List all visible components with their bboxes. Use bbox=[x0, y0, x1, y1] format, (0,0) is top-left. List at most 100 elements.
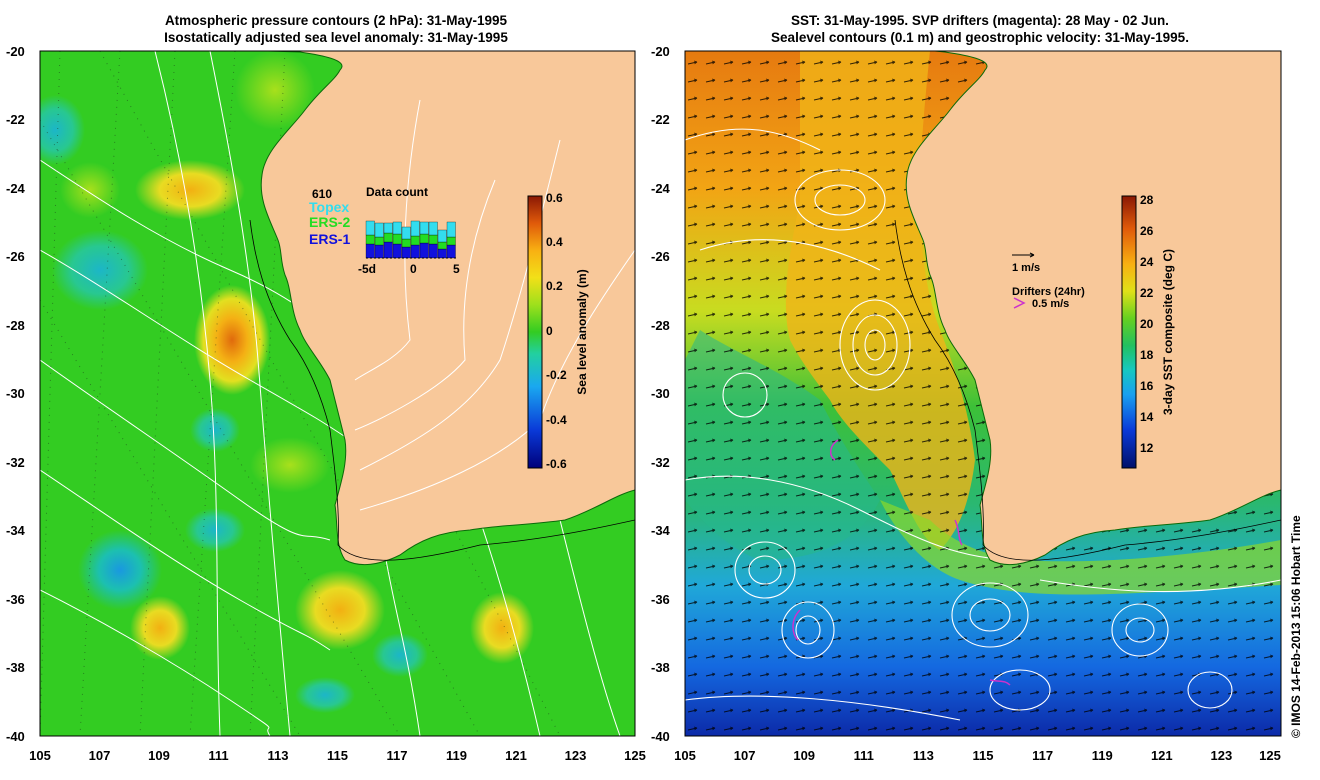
xtick: 125 bbox=[624, 748, 646, 763]
ytick: -30 bbox=[6, 386, 25, 401]
sla-tick: -0.2 bbox=[546, 368, 567, 382]
inset-count: 610 bbox=[312, 187, 332, 201]
inset-xtick-5: 5 bbox=[453, 262, 460, 276]
inset-bar-segment bbox=[365, 220, 375, 236]
inset-bar-segment bbox=[446, 244, 456, 259]
sst-tick: 22 bbox=[1140, 286, 1154, 300]
inset-bar-segment bbox=[392, 221, 402, 235]
xtick: 107 bbox=[89, 748, 111, 763]
legend-topex: Topex bbox=[309, 199, 349, 215]
sla-low-blob bbox=[372, 633, 428, 677]
sla-colorbar: 0.6 0.4 0.2 0 -0.2 -0.4 -0.6 Sea level a… bbox=[527, 191, 589, 471]
ytick: -28 bbox=[651, 318, 670, 333]
xtick: 117 bbox=[387, 748, 408, 763]
sla-mid-blob bbox=[235, 51, 315, 130]
ytick: -34 bbox=[6, 523, 26, 538]
inset-bar-segment bbox=[428, 234, 438, 245]
inset-bar-segment bbox=[401, 226, 411, 240]
sla-colorbar-label: Sea level anomaly (m) bbox=[575, 269, 589, 394]
sla-tick: 0.6 bbox=[546, 191, 563, 205]
ytick: -20 bbox=[651, 44, 670, 59]
xtick: 125 bbox=[1259, 748, 1281, 763]
right-frame bbox=[684, 50, 1282, 737]
inset-title: Data count bbox=[366, 185, 428, 199]
sst-tick: 20 bbox=[1140, 317, 1154, 331]
sealevel-contours bbox=[685, 128, 1281, 721]
sla-mid-blob bbox=[60, 162, 120, 218]
sla-low-blob bbox=[185, 508, 245, 552]
xtick: 115 bbox=[327, 748, 348, 763]
inset-xtick-0: 0 bbox=[410, 262, 417, 276]
sst-tick: 26 bbox=[1140, 224, 1154, 238]
xtick: 119 bbox=[446, 748, 467, 763]
inset-bar-segment bbox=[374, 244, 384, 259]
right-title-line2: Sealevel contours (0.1 m) and geostrophi… bbox=[771, 30, 1189, 45]
sla-tick: -0.6 bbox=[546, 457, 567, 471]
xtick: 117 bbox=[1032, 748, 1053, 763]
legend-ers2: ERS-2 bbox=[309, 214, 350, 230]
ytick: -28 bbox=[6, 318, 25, 333]
sst-tick: 12 bbox=[1140, 441, 1154, 455]
velocity-legend: 1 m/s Drifters (24hr) 0.5 m/s bbox=[1012, 252, 1085, 310]
sla-tick: 0 bbox=[546, 324, 553, 338]
right-title-line1: SST: 31-May-1995. SVP drifters (magenta)… bbox=[791, 13, 1169, 28]
inset-bars bbox=[365, 220, 456, 259]
xtick: 113 bbox=[268, 748, 289, 763]
australia-land bbox=[905, 51, 1281, 566]
xtick: 109 bbox=[148, 748, 170, 763]
sla-low-blob bbox=[295, 677, 355, 713]
sla-high-blob bbox=[135, 160, 245, 220]
ytick: -38 bbox=[651, 660, 670, 675]
sla-low-blob bbox=[78, 530, 162, 610]
sla-mid-blob bbox=[250, 437, 330, 493]
sst-colorbar: 28 26 24 22 20 18 16 14 12 3-day SST com… bbox=[1121, 193, 1175, 469]
xtick: 105 bbox=[29, 748, 51, 763]
ytick: -36 bbox=[6, 592, 25, 607]
ytick: -32 bbox=[6, 455, 25, 470]
sst-colorbar-bar bbox=[1121, 195, 1137, 469]
xtick: 115 bbox=[973, 748, 994, 763]
arrowhead-icon bbox=[1029, 252, 1035, 258]
right-map bbox=[685, 51, 1281, 736]
ytick: -34 bbox=[651, 523, 671, 538]
left-yticks: -20 -22 -24 -26 -28 -30 -32 -34 -36 -38 … bbox=[6, 44, 26, 744]
xtick: 109 bbox=[793, 748, 815, 763]
inset-bar-segment bbox=[410, 235, 420, 246]
inset-bar-segment bbox=[419, 242, 429, 259]
inset-bar-segment bbox=[392, 243, 402, 259]
sst-tick: 16 bbox=[1140, 379, 1154, 393]
inset-bar-segment bbox=[428, 221, 438, 236]
sla-tick: 0.2 bbox=[546, 279, 563, 293]
sla-tick: -0.4 bbox=[546, 413, 567, 427]
ytick: -24 bbox=[651, 181, 671, 196]
inset-bar-segment bbox=[446, 236, 456, 246]
inset-bar-segment bbox=[365, 243, 375, 259]
inset-bar-segment bbox=[446, 221, 456, 238]
credit-text: © IMOS 14-Feb-2013 15:06 Hobart Time bbox=[1289, 515, 1303, 738]
inset-xtick-neg5: -5d bbox=[358, 262, 376, 276]
sst-tick: 24 bbox=[1140, 255, 1154, 269]
drifter-scale-label: 0.5 m/s bbox=[1032, 298, 1069, 310]
satellite-tracks bbox=[40, 51, 561, 736]
drifter-legend-title: Drifters (24hr) bbox=[1012, 286, 1085, 298]
xtick: 111 bbox=[854, 748, 874, 763]
inset-bar-segment bbox=[383, 241, 393, 259]
sla-low-blob bbox=[40, 95, 85, 165]
left-title-line1: Atmospheric pressure contours (2 hPa): 3… bbox=[165, 13, 508, 28]
ytick: -22 bbox=[651, 112, 670, 127]
inset-bar-segment bbox=[365, 234, 375, 245]
inset-bar-segment bbox=[392, 233, 402, 245]
sst-colorbar-label: 3-day SST composite (deg C) bbox=[1161, 249, 1175, 415]
sla-high-blob bbox=[194, 285, 270, 395]
left-title-line2: Isostatically adjusted sea level anomaly… bbox=[164, 30, 508, 45]
ytick: -32 bbox=[651, 455, 670, 470]
velocity-scale-label: 1 m/s bbox=[1012, 262, 1040, 274]
left-xticks: 105 107 109 111 113 115 117 119 121 123 … bbox=[29, 748, 646, 763]
inset-bar-segment bbox=[419, 221, 429, 235]
inset-bar-segment bbox=[401, 238, 411, 248]
left-map bbox=[40, 51, 635, 736]
left-frame bbox=[39, 50, 636, 737]
inset-bar-segment bbox=[383, 232, 393, 243]
ytick: -38 bbox=[6, 660, 25, 675]
shelf-contour bbox=[894, 219, 1281, 561]
